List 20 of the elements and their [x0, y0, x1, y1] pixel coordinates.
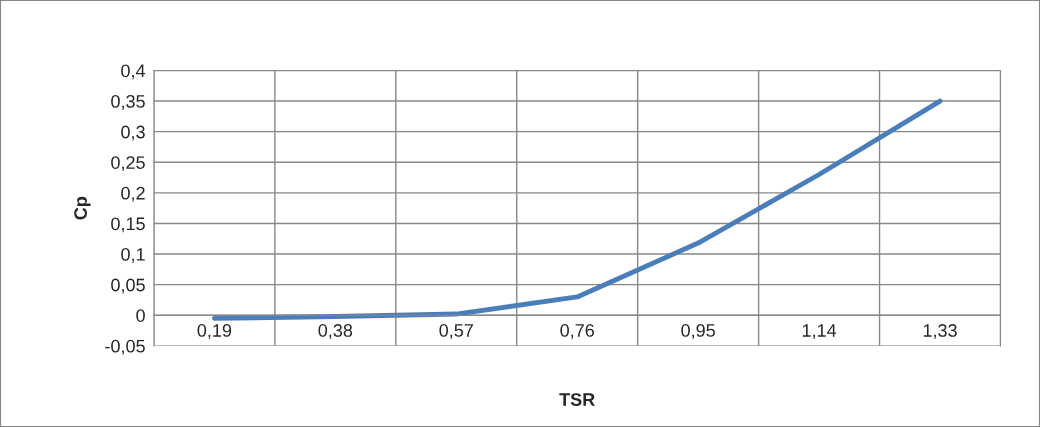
x-axis-title: TSR	[559, 393, 595, 406]
y-tick-label: 0,4	[121, 64, 146, 80]
y-axis-title: Cp	[74, 196, 91, 220]
y-tick-label: 0,35	[111, 94, 145, 110]
x-tick-label: 0,95	[681, 324, 715, 339]
y-tick-label: 0	[136, 309, 145, 322]
y-tick-label: 0,15	[111, 217, 145, 233]
y-tick-label: 0,25	[111, 156, 145, 172]
x-tick-label: 1,33	[923, 324, 957, 339]
y-tick-label: 0,2	[121, 186, 145, 202]
line-series	[211, 98, 943, 321]
y-tick-label: 0,3	[121, 125, 145, 141]
y-tick-label: 0,05	[111, 278, 145, 294]
x-tick-label: 0,38	[318, 324, 353, 339]
y-tick-label: -0,05	[105, 339, 145, 355]
y-tick-label: 0,1	[121, 248, 145, 263]
x-tick-label: 1,14	[802, 324, 837, 339]
x-tick-label: 0,76	[560, 324, 594, 339]
x-tick-label: 0,57	[439, 324, 473, 339]
x-tick-label: 0,19	[197, 324, 232, 339]
